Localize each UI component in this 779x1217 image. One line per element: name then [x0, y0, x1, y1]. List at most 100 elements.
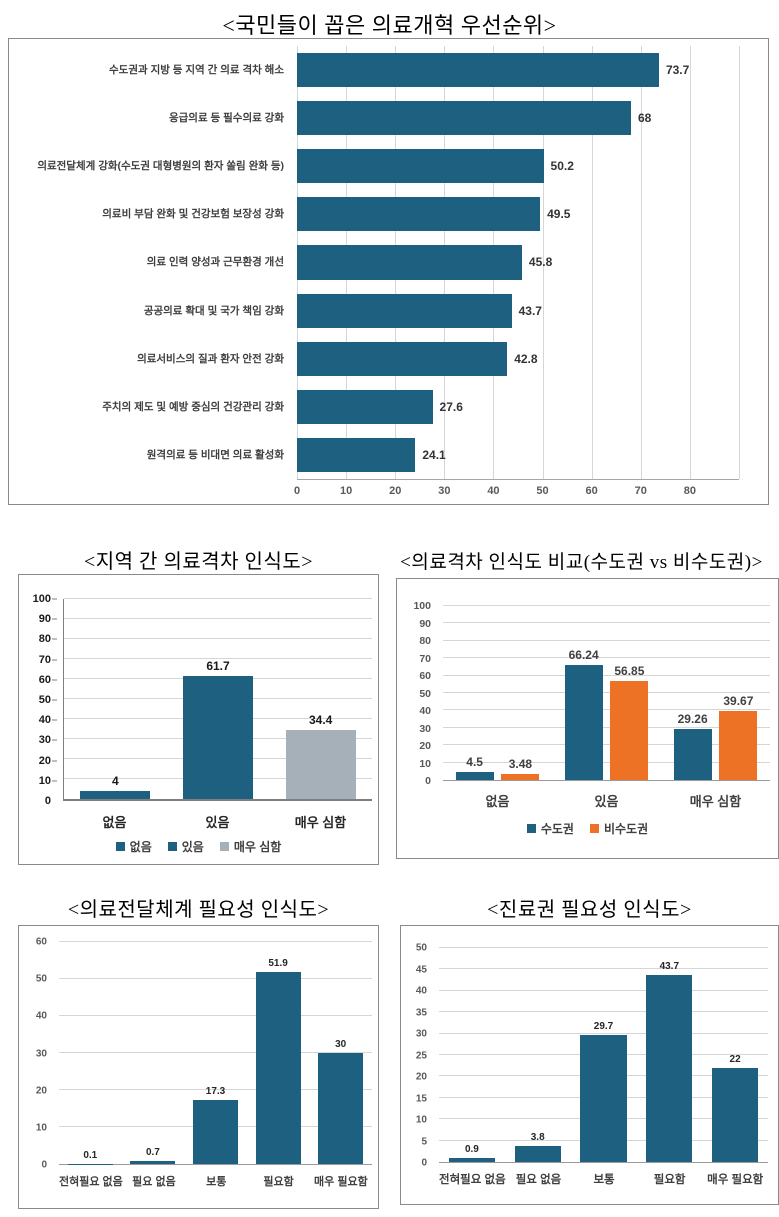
y-axis-tick-labels: 0 10 20 30 40 50 60 70 80 90 100: [19, 593, 57, 807]
x-tick-label: 70: [634, 485, 647, 497]
bar-row: 50.2: [297, 142, 739, 190]
category-label: 없음: [102, 815, 127, 830]
category-label: 매우 필요함: [314, 1176, 368, 1188]
category-axis-labels: 수도권과 지방 등 지역 간 의료 격차 해소 응급의료 등 필수의료 강화 의료전…: [13, 46, 293, 480]
gridline: [443, 726, 770, 728]
gridline: [443, 761, 770, 763]
bar: [297, 293, 512, 328]
y-tick-label: 40: [419, 705, 431, 717]
y-tick-label: 0: [425, 775, 431, 787]
y-tick-mark: [52, 638, 57, 640]
x-tick-label: 10: [339, 485, 353, 497]
gap-comparison-chart: 0 10 20 30 40 50 60 70 80 90 100 4.5 3.48 66.24 56.85…: [396, 578, 779, 859]
bar: [183, 675, 253, 799]
value-label: 42.8: [514, 351, 538, 366]
gridline: [443, 639, 770, 641]
gridline: [59, 978, 372, 979]
care-zone-need-chart: 0 5 10 15 20 25 30 35 40 45 50 0.9 3.8 29.7 43.7 22 전혀…: [400, 925, 779, 1205]
legend-item: 있음: [167, 838, 204, 855]
legend-label: 비수도권: [603, 822, 649, 836]
chart-title-gap-comparison: <의료격차 인식도 비교(수도권 vs 비수도권)>: [400, 552, 763, 573]
category-label: 있음: [205, 815, 230, 830]
category-label: 의료비 부담 완화 및 건강보험 보장성 강화: [102, 208, 284, 221]
gridline: [439, 989, 768, 991]
category-axis-labels: 없음 있음 매우 심함: [443, 791, 770, 810]
value-label: 39.67: [723, 693, 754, 708]
x-tick-label: 20: [389, 485, 402, 497]
category-label: 원격의료 등 비대면 의료 활성화: [146, 449, 284, 462]
gridline: [439, 1032, 768, 1034]
bar: [297, 197, 541, 232]
chart-title-reform-priority: <국민들이 꼽은 의료개혁 우선순위>: [222, 13, 557, 38]
y-tick-mark: [52, 618, 57, 620]
bar-row: 27.6: [297, 383, 739, 431]
y-tick-mark: [52, 598, 57, 600]
category-axis-labels: 전혀필요 없음 필요 없음 보통 필요함 매우 필요함: [439, 1171, 768, 1187]
value-label: 0.9: [464, 1144, 479, 1156]
value-label: 56.85: [614, 664, 645, 679]
y-tick-label: 15: [415, 1093, 427, 1104]
category-label: 필요 없음: [132, 1176, 176, 1188]
bar-row: 45.8: [297, 238, 739, 286]
value-label: 50.2: [550, 159, 574, 174]
category-label: 주치의 제도 및 예방 중심의 건강관리 강화: [102, 401, 284, 414]
value-label: 17.3: [205, 1086, 226, 1097]
gridline: [443, 692, 770, 693]
y-tick-label: 10: [419, 757, 431, 770]
y-tick-label: 40: [35, 1010, 47, 1022]
bar-row: 43.7: [297, 287, 739, 335]
gridline: [739, 46, 740, 479]
value-label: 73.7: [665, 63, 690, 78]
y-tick-label: 30: [415, 1028, 427, 1040]
gridline: [64, 658, 372, 659]
legend-label: 없음: [129, 840, 152, 854]
bar: [501, 773, 540, 780]
bar: [130, 1161, 176, 1164]
bar: [297, 245, 522, 280]
gridline: [443, 622, 770, 624]
chart-title-care-zone-need: <진료권 필요성 인식도>: [487, 899, 692, 921]
category-label: 필요 없음: [515, 1174, 562, 1186]
bar: [455, 772, 494, 780]
y-tick-label: 60: [38, 673, 51, 686]
y-tick-label: 90: [38, 613, 51, 626]
plot-area: 0.1 0.7 17.3 51.9 30: [59, 941, 372, 1165]
value-label: 43.7: [659, 960, 680, 972]
y-tick-label: 20: [415, 1071, 427, 1083]
gridline: [59, 1089, 372, 1091]
category-label: 매우 심함: [294, 815, 347, 830]
value-label: 29.7: [593, 1020, 614, 1032]
value-label: 24.1: [422, 447, 446, 462]
value-label: 49.5: [547, 207, 571, 222]
value-label: 3.48: [508, 756, 533, 771]
bar: [297, 101, 631, 136]
y-tick-mark: [52, 760, 57, 762]
category-label: 매우 심함: [689, 794, 742, 809]
category-label: 전혀필요 없음: [439, 1174, 506, 1186]
value-label: 27.6: [439, 399, 463, 414]
bar: [255, 971, 301, 1164]
legend-swatch: [115, 842, 125, 851]
x-tick-label: 50: [536, 485, 549, 497]
bar-row: 49.5: [297, 190, 739, 238]
value-label: 0.1: [83, 1149, 98, 1161]
y-tick-label: 30: [35, 1048, 47, 1059]
category-label: 수도권과 지방 등 지역 간 의료 격차 해소: [109, 63, 284, 76]
y-tick-label: 20: [35, 1085, 47, 1097]
plot-area: 0.9 3.8 29.7 43.7 22: [439, 947, 768, 1163]
bar: [580, 1034, 627, 1162]
bar: [719, 710, 758, 780]
legend-item: 매우 심함: [219, 838, 281, 855]
legend-swatch: [526, 824, 536, 833]
x-tick-label: 40: [487, 485, 500, 497]
y-tick-label: 0: [44, 795, 51, 807]
legend: 수도권 비수도권: [397, 820, 778, 837]
legend-swatch: [589, 824, 599, 833]
value-label: 51.9: [268, 957, 288, 969]
y-tick-label: 40: [415, 985, 427, 997]
y-tick-label: 60: [35, 936, 47, 948]
y-tick-label: 100: [413, 600, 431, 612]
bar: [514, 1145, 561, 1162]
y-tick-label: 100: [32, 593, 51, 605]
gridline: [443, 744, 770, 746]
